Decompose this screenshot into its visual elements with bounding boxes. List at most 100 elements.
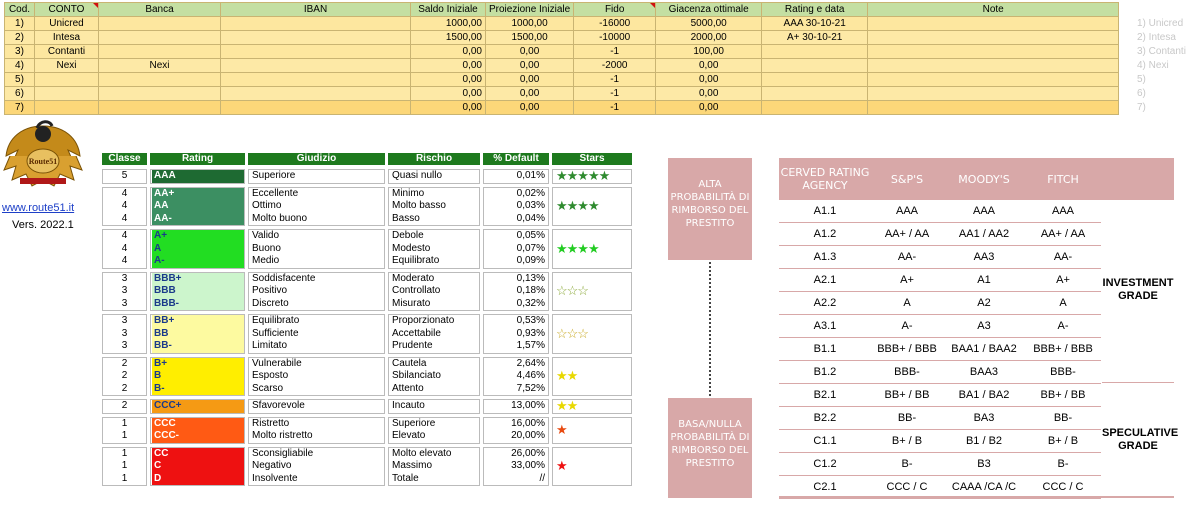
cell-iban[interactable] — [220, 44, 411, 59]
cell-note[interactable] — [867, 30, 1120, 45]
cell-conto[interactable]: Intesa — [34, 30, 99, 45]
cell-rating[interactable] — [761, 44, 869, 59]
cell-iban[interactable] — [220, 72, 411, 87]
cell-proiezione[interactable]: 0,00 — [484, 100, 575, 115]
cell-banca[interactable] — [98, 72, 221, 87]
cell-saldo[interactable]: 0,00 — [410, 58, 486, 73]
cell-fido[interactable]: -2000 — [573, 58, 657, 73]
column-header[interactable]: Note — [867, 2, 1120, 17]
default-value: 0,07% — [516, 242, 545, 254]
agency-cell: A1 — [977, 274, 991, 286]
cell-rating[interactable]: A+ 30-10-21 — [761, 30, 869, 45]
cell-giacenza[interactable]: 0,00 — [655, 100, 763, 115]
rating-cell: CCC+ — [150, 399, 245, 414]
cell-iban[interactable] — [220, 100, 411, 115]
cell-saldo[interactable]: 1000,00 — [410, 16, 486, 31]
rating-value: AA- — [152, 212, 244, 225]
cell-fido[interactable]: -16000 — [573, 16, 657, 31]
cell-note[interactable] — [867, 72, 1120, 87]
cell-proiezione[interactable]: 0,00 — [484, 72, 575, 87]
cell-giacenza[interactable]: 2000,00 — [655, 30, 763, 45]
cell-fido[interactable]: -1 — [573, 86, 657, 101]
cell-banca[interactable] — [98, 100, 221, 115]
cell-conto[interactable] — [34, 86, 99, 101]
cell-cod[interactable]: 1) — [4, 16, 35, 31]
cell-fido[interactable]: -1 — [573, 100, 657, 115]
column-header[interactable]: Saldo Iniziale — [410, 2, 486, 17]
column-header[interactable]: Rating e data — [761, 2, 869, 17]
cell-proiezione[interactable]: 0,00 — [484, 44, 575, 59]
cell-rating[interactable] — [761, 86, 869, 101]
cell-rating[interactable]: AAA 30-10-21 — [761, 16, 869, 31]
giudizio-value: Molto buono — [252, 212, 308, 224]
cell-giacenza[interactable]: 0,00 — [655, 72, 763, 87]
cell-rating[interactable] — [761, 100, 869, 115]
cell-rating[interactable] — [761, 58, 869, 73]
cell-banca[interactable] — [98, 16, 221, 31]
cell-proiezione[interactable]: 0,00 — [484, 58, 575, 73]
cell-proiezione[interactable]: 1500,00 — [484, 30, 575, 45]
cell-saldo[interactable]: 0,00 — [410, 100, 486, 115]
agency-row: A1.1 AAA AAA AAA — [779, 200, 1101, 223]
cell-conto[interactable] — [34, 72, 99, 87]
cell-giacenza[interactable]: 0,00 — [655, 86, 763, 101]
website-link[interactable]: www.route51.it — [2, 202, 75, 214]
cell-cod[interactable]: 4) — [4, 58, 35, 73]
agency-cell: AA+ / AA — [884, 228, 930, 240]
cell-cod[interactable]: 3) — [4, 44, 35, 59]
cell-saldo[interactable]: 0,00 — [410, 44, 486, 59]
cell-banca[interactable] — [98, 86, 221, 101]
cell-rating[interactable] — [761, 72, 869, 87]
cell-cod[interactable]: 2) — [4, 30, 35, 45]
column-header[interactable]: Fido — [573, 2, 657, 17]
rating-value: A- — [152, 255, 244, 268]
table-row: 5) 0,00 0,00 -1 0,00 — [4, 72, 1120, 87]
column-header[interactable]: Giacenza ottimale — [655, 2, 763, 17]
cell-iban[interactable] — [220, 86, 411, 101]
classe-cell: 2 — [102, 399, 147, 414]
cell-saldo[interactable]: 1500,00 — [410, 30, 486, 45]
cell-note[interactable] — [867, 86, 1120, 101]
classe-value: 4 — [121, 230, 128, 241]
cell-iban[interactable] — [220, 16, 411, 31]
cell-giacenza[interactable]: 0,00 — [655, 58, 763, 73]
column-header[interactable]: Banca — [98, 2, 221, 17]
cell-conto[interactable]: Contanti — [34, 44, 99, 59]
agency-row: A3.1 A- A3 A- — [779, 315, 1101, 338]
agency-row: A2.2 A A2 A — [779, 292, 1101, 315]
cell-note[interactable] — [867, 58, 1120, 73]
agency-cell: A — [1059, 297, 1067, 309]
column-header[interactable]: IBAN — [220, 2, 411, 17]
cell-fido[interactable]: -1 — [573, 72, 657, 87]
cell-iban[interactable] — [220, 58, 411, 73]
cell-conto[interactable]: Nexi — [34, 58, 99, 73]
cell-saldo[interactable]: 0,00 — [410, 86, 486, 101]
cell-note[interactable] — [867, 44, 1120, 59]
cell-saldo[interactable]: 0,00 — [410, 72, 486, 87]
cell-iban[interactable] — [220, 30, 411, 45]
cell-cod[interactable]: 7) — [4, 100, 35, 115]
rating-value: BBB+ — [152, 272, 244, 285]
column-header[interactable]: Cod. — [4, 2, 35, 17]
cell-giacenza[interactable]: 100,00 — [655, 44, 763, 59]
cell-note[interactable] — [867, 100, 1120, 115]
cell-conto[interactable]: Unicred — [34, 16, 99, 31]
column-header[interactable]: CONTO — [34, 2, 99, 17]
cell-banca[interactable] — [98, 30, 221, 45]
cell-giacenza[interactable]: 5000,00 — [655, 16, 763, 31]
cell-banca[interactable] — [98, 44, 221, 59]
column-header[interactable]: Proiezione Iniziale — [484, 2, 575, 17]
cell-cod[interactable]: 5) — [4, 72, 35, 87]
cell-cod[interactable]: 6) — [4, 86, 35, 101]
cell-fido[interactable]: -1 — [573, 44, 657, 59]
agency-row: A1.3 AA- AA3 AA- — [779, 246, 1101, 269]
cell-fido[interactable]: -10000 — [573, 30, 657, 45]
rating-value: BB- — [152, 340, 244, 353]
rischio-cell: Quasi nullo — [388, 169, 480, 184]
cell-note[interactable] — [867, 16, 1120, 31]
cell-conto[interactable] — [34, 100, 99, 115]
giudizio-cell: Valido Buono Medio — [248, 229, 385, 269]
cell-proiezione[interactable]: 1000,00 — [484, 16, 575, 31]
cell-banca[interactable]: Nexi — [98, 58, 221, 73]
cell-proiezione[interactable]: 0,00 — [484, 86, 575, 101]
